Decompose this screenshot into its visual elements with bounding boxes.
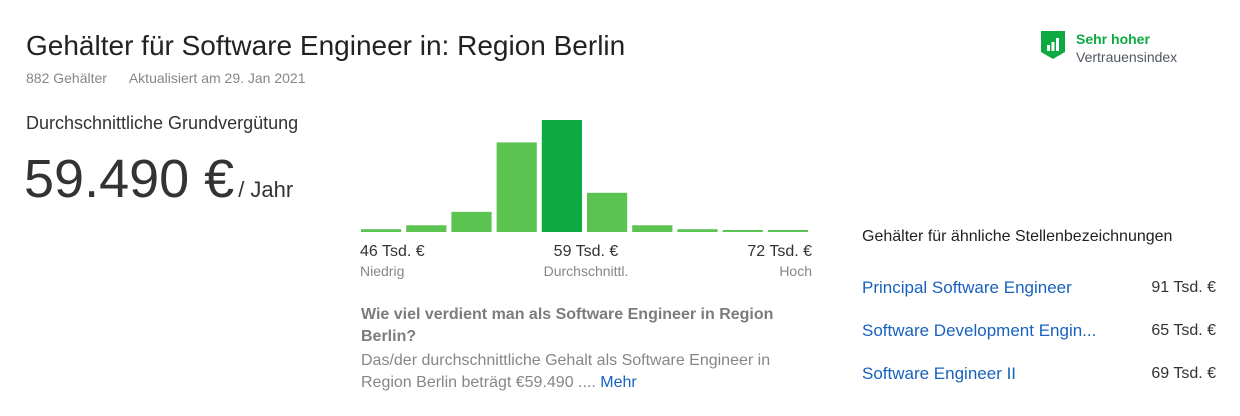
salary-histogram-svg [361,120,808,232]
similar-job-link[interactable]: Software Engineer II [862,363,1017,383]
salary-faq: Wie viel verdient man als Software Engin… [361,304,821,394]
histogram-mid-value: 59 Tsd. € [553,243,619,260]
similar-job-row: Principal Software Engineer 91 Tsd. € [862,266,1218,309]
updated-date: Aktualisiert am 29. Jan 2021 [128,70,306,86]
faq-answer: Das/der durchschnittliche Gehalt als Sof… [361,352,771,391]
similar-jobs-list: Principal Software Engineer 91 Tsd. € So… [862,266,1218,395]
faq-more-link[interactable]: Mehr [600,374,637,391]
histogram-low-value: 46 Tsd. € [360,243,425,260]
histogram-high-label: Hoch [779,263,812,279]
histogram-bar [361,229,402,232]
average-pay-amount: 59.490 € [24,149,235,209]
similar-job-amount: 69 Tsd. € [1151,364,1216,382]
histogram-bar [587,192,628,232]
histogram-low-label: Niedrig [360,263,405,279]
histogram-bar [541,120,582,232]
page-meta: 882 Gehälter Aktualisiert am 29. Jan 202… [26,70,306,86]
salary-count: 882 Gehälter [26,70,107,86]
average-pay-period: / Jahr [238,177,294,202]
similar-jobs: Gehälter für ähnliche Stellenbezeichnung… [862,228,1218,395]
histogram-bar [406,225,447,232]
similar-jobs-title: Gehälter für ähnliche Stellenbezeichnung… [862,228,1173,245]
average-pay-label: Durchschnittliche Grundvergütung [26,113,299,133]
confidence-label: Vertrauensindex [1076,49,1178,65]
average-pay: 59.490 € / Jahr [24,148,293,210]
similar-job-amount: 91 Tsd. € [1151,278,1216,296]
similar-job-row: Software Development Engin... 65 Tsd. € [862,309,1218,352]
faq-answer-block: Das/der durchschnittliche Gehalt als Sof… [361,350,821,394]
faq-question: Wie viel verdient man als Software Engin… [361,306,774,345]
similar-job-amount: 65 Tsd. € [1151,321,1216,339]
similar-job-row: Software Engineer II 69 Tsd. € [862,352,1218,395]
histogram-bar [632,225,673,232]
histogram-labels: 46 Tsd. € Niedrig 59 Tsd. € Durchschnitt… [360,243,812,283]
confidence-level: Sehr hoher [1076,31,1150,47]
histogram-bar [677,229,718,232]
histogram-bar [722,230,763,232]
similar-job-link[interactable]: Software Development Engin... [862,320,1097,340]
confidence-badge: Sehr hoher Vertrauensindex [1040,30,1177,66]
salary-histogram [360,118,812,234]
histogram-mid: 59 Tsd. € Durchschnittl. [544,243,629,279]
histogram-high: 72 Tsd. € Hoch [747,243,812,279]
bar-chart-shield-icon [1041,31,1065,59]
similar-job-link[interactable]: Principal Software Engineer [862,277,1072,297]
histogram-mid-label: Durchschnittl. [543,263,629,279]
histogram-low: 46 Tsd. € Niedrig [360,243,425,279]
histogram-bar [496,142,537,232]
histogram-high-value: 72 Tsd. € [747,243,812,260]
histogram-bar [451,211,492,232]
histogram-bar [767,230,808,232]
page-title: Gehälter für Software Engineer in: Regio… [26,30,626,61]
